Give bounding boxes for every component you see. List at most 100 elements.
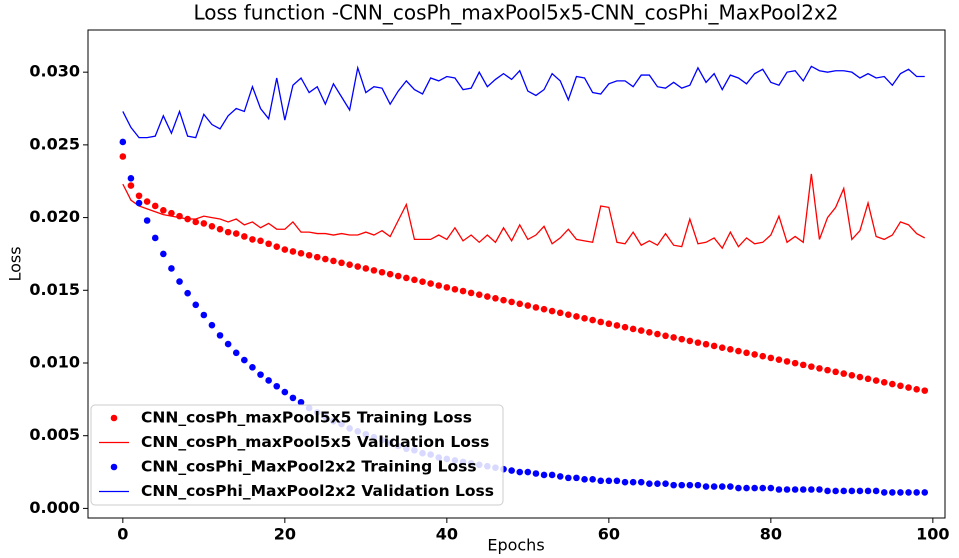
training-point	[362, 265, 370, 272]
training-point	[232, 349, 240, 357]
training-point	[905, 489, 912, 496]
training-point	[824, 487, 831, 495]
training-point	[678, 335, 686, 343]
training-point	[848, 487, 856, 495]
training-point	[500, 296, 507, 304]
training-point	[670, 334, 677, 341]
training-point	[176, 278, 183, 285]
y-axis-label: Loss	[6, 246, 25, 281]
training-point	[654, 330, 661, 338]
legend-marker	[110, 414, 118, 422]
training-point	[184, 289, 191, 297]
training-point	[378, 268, 386, 276]
training-point	[556, 473, 564, 480]
training-point	[727, 346, 734, 353]
training-point	[702, 483, 710, 490]
training-point	[637, 478, 645, 486]
training-point	[913, 489, 920, 496]
training-point	[694, 481, 702, 489]
training-point	[775, 486, 783, 493]
legend-label: CNN_cosPhi_MaxPool2x2 Validation Loss	[141, 482, 494, 500]
training-point	[621, 478, 629, 486]
y-tick-label: 0.005	[29, 425, 80, 444]
training-point	[775, 356, 783, 363]
training-point	[824, 366, 831, 374]
training-point	[581, 476, 588, 483]
training-point	[249, 236, 256, 243]
training-point	[516, 300, 524, 308]
training-point	[216, 332, 224, 339]
training-point	[556, 309, 564, 317]
training-point	[710, 342, 718, 350]
training-point	[799, 361, 807, 369]
training-point	[281, 388, 289, 396]
training-point	[467, 289, 475, 297]
training-point	[702, 340, 710, 348]
training-point	[565, 311, 572, 319]
training-point	[565, 474, 572, 482]
training-point	[735, 347, 742, 355]
training-point	[808, 486, 815, 493]
training-point	[168, 209, 175, 217]
training-point	[767, 484, 775, 492]
training-point	[281, 246, 289, 253]
training-point	[224, 228, 232, 236]
training-point	[581, 315, 588, 322]
training-point	[508, 467, 515, 474]
training-point	[451, 285, 459, 293]
training-point	[475, 291, 483, 298]
training-point	[257, 371, 264, 378]
training-point	[216, 225, 224, 233]
training-point	[735, 484, 742, 492]
training-point	[540, 471, 548, 479]
validation-line	[122, 65, 925, 139]
training-point	[192, 218, 200, 226]
training-point	[799, 486, 807, 493]
plot-area	[87, 29, 946, 519]
training-point	[208, 321, 216, 329]
training-point	[403, 274, 410, 282]
training-point	[621, 323, 629, 331]
training-point	[613, 322, 621, 329]
training-point	[840, 487, 848, 495]
training-point	[816, 365, 823, 372]
training-point	[224, 340, 232, 348]
training-point	[856, 373, 864, 381]
training-point	[694, 339, 702, 346]
training-point	[880, 489, 888, 496]
training-point	[921, 489, 929, 496]
x-tick-label: 0	[117, 525, 128, 544]
training-point	[880, 379, 888, 386]
y-tick-label: 0.015	[29, 280, 80, 299]
training-point	[273, 382, 281, 390]
training-point	[548, 307, 556, 315]
training-point	[394, 272, 402, 280]
x-tick-label: 20	[274, 525, 296, 544]
training-point	[686, 481, 694, 489]
training-point	[151, 202, 159, 210]
x-axis-label: Epochs	[487, 536, 544, 555]
training-point	[151, 234, 159, 242]
training-point	[637, 327, 645, 334]
training-point	[119, 153, 127, 160]
training-point	[435, 282, 443, 289]
training-point	[135, 199, 143, 207]
training-point	[759, 484, 767, 492]
training-point	[589, 316, 596, 324]
training-point	[443, 284, 451, 291]
training-point	[832, 487, 839, 495]
training-point	[305, 251, 313, 259]
training-point	[605, 320, 613, 328]
training-point	[135, 192, 143, 200]
training-point	[718, 483, 726, 490]
training-point	[386, 270, 394, 278]
legend-marker	[110, 463, 118, 471]
y-tick-label: 0.000	[29, 498, 80, 517]
legend-label: CNN_cosPh_maxPool5x5 Validation Loss	[141, 433, 489, 451]
training-point	[241, 356, 248, 364]
training-point	[119, 138, 127, 146]
training-point	[370, 267, 378, 274]
training-point	[783, 358, 791, 365]
training-point	[297, 250, 305, 257]
training-point	[913, 386, 920, 393]
